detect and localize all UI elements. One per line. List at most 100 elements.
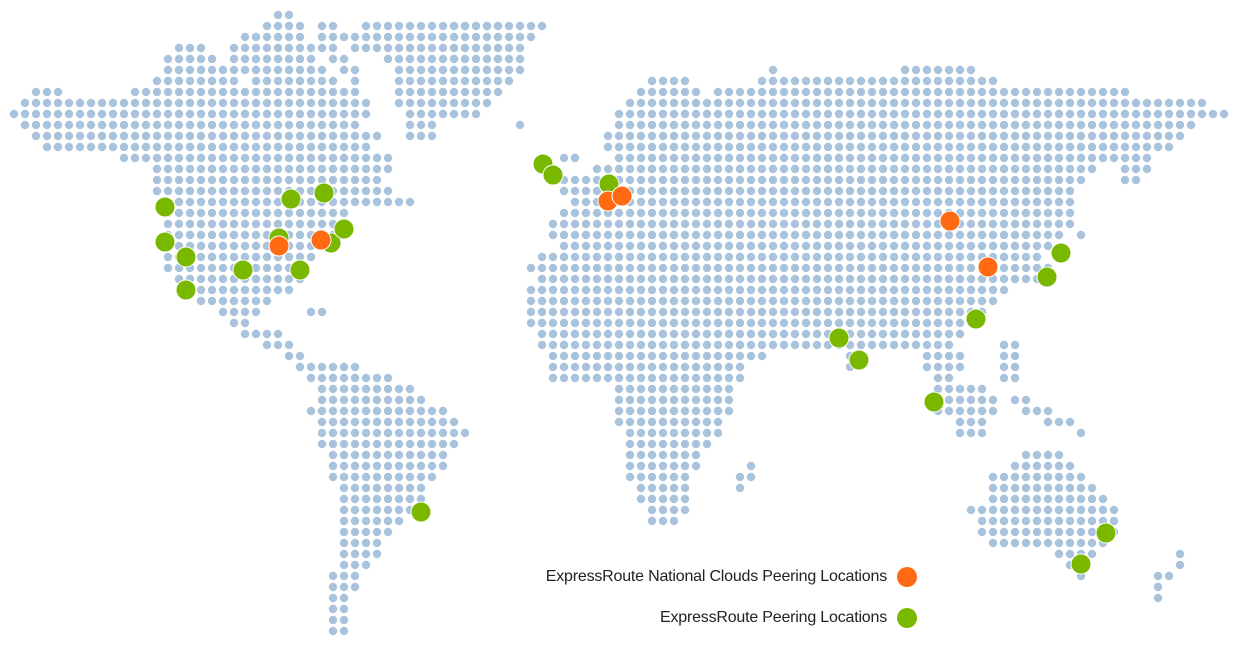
land-dot <box>1076 87 1086 97</box>
land-dot <box>614 318 624 328</box>
land-dot <box>262 329 272 339</box>
land-dot <box>977 197 987 207</box>
land-dot <box>614 252 624 262</box>
land-dot <box>317 208 327 218</box>
land-dot <box>768 175 778 185</box>
land-dot <box>933 384 943 394</box>
land-dot <box>262 54 272 64</box>
land-dot <box>416 131 426 141</box>
land-dot <box>658 263 668 273</box>
land-dot <box>372 516 382 526</box>
land-dot <box>889 153 899 163</box>
land-dot <box>229 252 239 262</box>
land-dot <box>691 406 701 416</box>
land-dot <box>889 274 899 284</box>
land-dot <box>1043 120 1053 130</box>
land-dot <box>999 197 1009 207</box>
land-dot <box>251 285 261 295</box>
land-dot <box>724 329 734 339</box>
land-dot <box>1120 142 1130 152</box>
land-dot <box>713 362 723 372</box>
land-dot <box>295 175 305 185</box>
land-dot <box>680 175 690 185</box>
land-dot <box>702 241 712 251</box>
land-dot <box>977 274 987 284</box>
land-dot <box>790 263 800 273</box>
land-dot <box>207 186 217 196</box>
land-dot <box>724 406 734 416</box>
land-dot <box>757 274 767 284</box>
land-dot <box>768 109 778 119</box>
land-dot <box>317 87 327 97</box>
land-dot <box>933 142 943 152</box>
land-dot <box>262 131 272 141</box>
land-dot <box>383 439 393 449</box>
land-dot <box>1032 153 1042 163</box>
land-dot <box>350 164 360 174</box>
land-dot <box>581 197 591 207</box>
land-dot <box>757 296 767 306</box>
land-dot <box>1087 120 1097 130</box>
land-dot <box>669 439 679 449</box>
land-dot <box>614 230 624 240</box>
land-dot <box>999 208 1009 218</box>
land-dot <box>702 109 712 119</box>
land-dot <box>779 263 789 273</box>
land-dot <box>933 318 943 328</box>
land-dot <box>1043 87 1053 97</box>
land-dot <box>1109 87 1119 97</box>
land-dot <box>845 131 855 141</box>
land-dot <box>416 76 426 86</box>
land-dot <box>691 296 701 306</box>
land-dot <box>889 329 899 339</box>
land-dot <box>240 318 250 328</box>
land-dot <box>42 109 52 119</box>
land-dot <box>966 241 976 251</box>
land-dot <box>944 65 954 75</box>
land-dot <box>845 307 855 317</box>
land-dot <box>713 428 723 438</box>
land-dot <box>1153 120 1163 130</box>
land-dot <box>328 461 338 471</box>
land-dot <box>669 384 679 394</box>
land-dot <box>680 186 690 196</box>
land-dot <box>834 241 844 251</box>
land-dot <box>636 252 646 262</box>
land-dot <box>801 241 811 251</box>
land-dot <box>999 175 1009 185</box>
land-dot <box>790 87 800 97</box>
land-dot <box>317 219 327 229</box>
land-dot <box>933 241 943 251</box>
land-dot <box>372 494 382 504</box>
land-dot <box>977 175 987 185</box>
land-dot <box>790 307 800 317</box>
land-dot <box>372 186 382 196</box>
land-dot <box>317 428 327 438</box>
land-dot <box>900 131 910 141</box>
land-dot <box>614 109 624 119</box>
land-dot <box>658 76 668 86</box>
land-dot <box>955 175 965 185</box>
land-dot <box>339 626 349 636</box>
land-dot-grid <box>9 10 1229 636</box>
land-dot <box>911 318 921 328</box>
land-dot <box>383 32 393 42</box>
land-dot <box>603 219 613 229</box>
land-dot <box>801 230 811 240</box>
land-dot <box>1021 527 1031 537</box>
land-dot <box>295 120 305 130</box>
land-dot <box>1054 120 1064 130</box>
land-dot <box>262 153 272 163</box>
land-dot <box>735 87 745 97</box>
land-dot <box>614 340 624 350</box>
land-dot <box>1076 175 1086 185</box>
land-dot <box>801 219 811 229</box>
land-dot <box>295 230 305 240</box>
land-dot <box>691 318 701 328</box>
land-dot <box>988 87 998 97</box>
land-dot <box>889 131 899 141</box>
land-dot <box>955 153 965 163</box>
land-dot <box>768 296 778 306</box>
land-dot <box>845 252 855 262</box>
